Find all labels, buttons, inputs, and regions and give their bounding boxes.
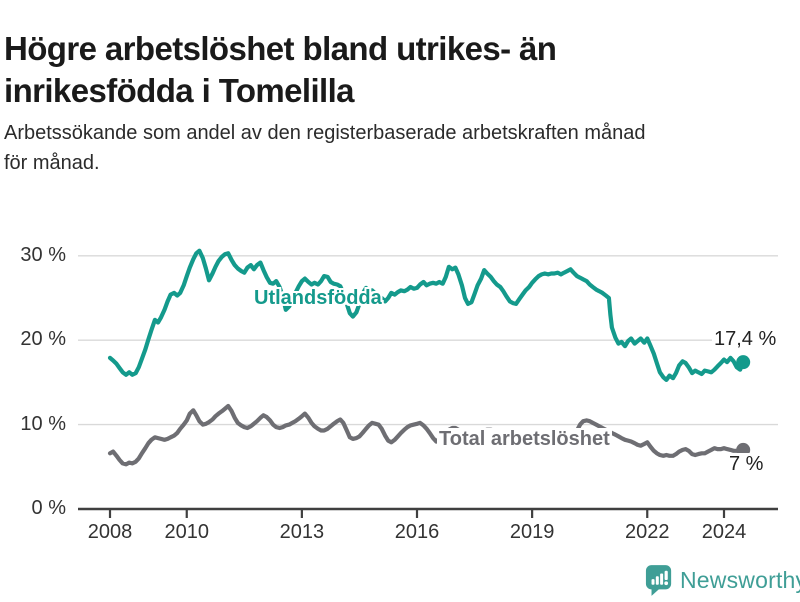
brand-name: Newsworthy [680,567,800,593]
series-label-utlandsfodda: Utlandsfödda [254,287,382,309]
page-title: Högre arbetslöshet bland utrikes- än inr… [4,30,557,110]
end-value-total: 7 % [727,453,766,476]
series-line-utlandsfodda [107,248,746,382]
end-dot-utlandsfodda [736,355,751,370]
y-axis-label: 0 % [31,497,66,519]
bar-chart-speech-bubble-icon [645,564,673,597]
end-value-utlandsfodda: 17,4 % [712,328,779,351]
x-axis-label: 2016 [394,521,440,543]
x-axis-label: 2022 [625,521,670,543]
x-axis-label: 2013 [279,521,325,543]
x-axis-label: 2008 [87,521,133,543]
series-line-total [107,403,746,467]
x-axis-label: 2024 [701,521,747,543]
page-subtitle: Arbetssökande som andel av den registerb… [4,122,646,174]
y-axis-label: 30 % [20,243,66,266]
y-axis-label: 10 % [20,412,66,435]
x-axis-label: 2010 [164,521,210,543]
x-axis-label: 2019 [509,521,555,543]
y-axis-label: 20 % [20,328,66,351]
newsworthy-logo: Newsworthy [645,564,800,597]
series-label-total-arbetsloshet: Total arbetslöshet [437,428,612,451]
